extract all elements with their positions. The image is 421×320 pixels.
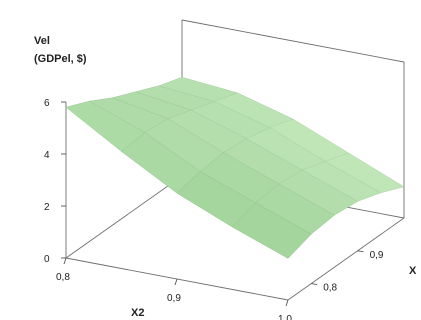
z-tick-label: 2	[44, 202, 50, 213]
x2-tick-mark	[285, 299, 289, 307]
surface-patch	[232, 202, 312, 259]
x-axis-title: X	[409, 265, 417, 277]
x-tick-mark	[311, 283, 318, 286]
z-axis-title-line2: (GDPel, $)	[34, 53, 87, 65]
x-tick-label: 0,8	[323, 283, 337, 294]
frame-edge-right	[287, 217, 405, 301]
axis-ticks: 0 2 4 6 0,8 0,9 1,0 0,8 0,9	[44, 98, 384, 320]
z-tick-label: 6	[44, 98, 50, 109]
x2-tick-label: 1,0	[278, 314, 292, 320]
x-tick-mark	[357, 250, 364, 253]
x-tick-label: 0,9	[370, 250, 384, 261]
frame-edge-left	[65, 175, 183, 259]
x2-tick-label: 0,8	[56, 272, 70, 283]
z-tick-label: 0	[44, 254, 50, 265]
surface-plot	[65, 76, 405, 259]
z-axis-title-line1: Vel	[34, 35, 50, 47]
frame-edge-top-back	[181, 19, 405, 63]
x2-axis-title: X2	[131, 307, 144, 319]
z-tick-label: 4	[44, 150, 50, 161]
x2-tick-label: 0,9	[167, 293, 181, 304]
x2-tick-mark	[174, 278, 178, 286]
x2-tick-mark	[63, 257, 67, 265]
